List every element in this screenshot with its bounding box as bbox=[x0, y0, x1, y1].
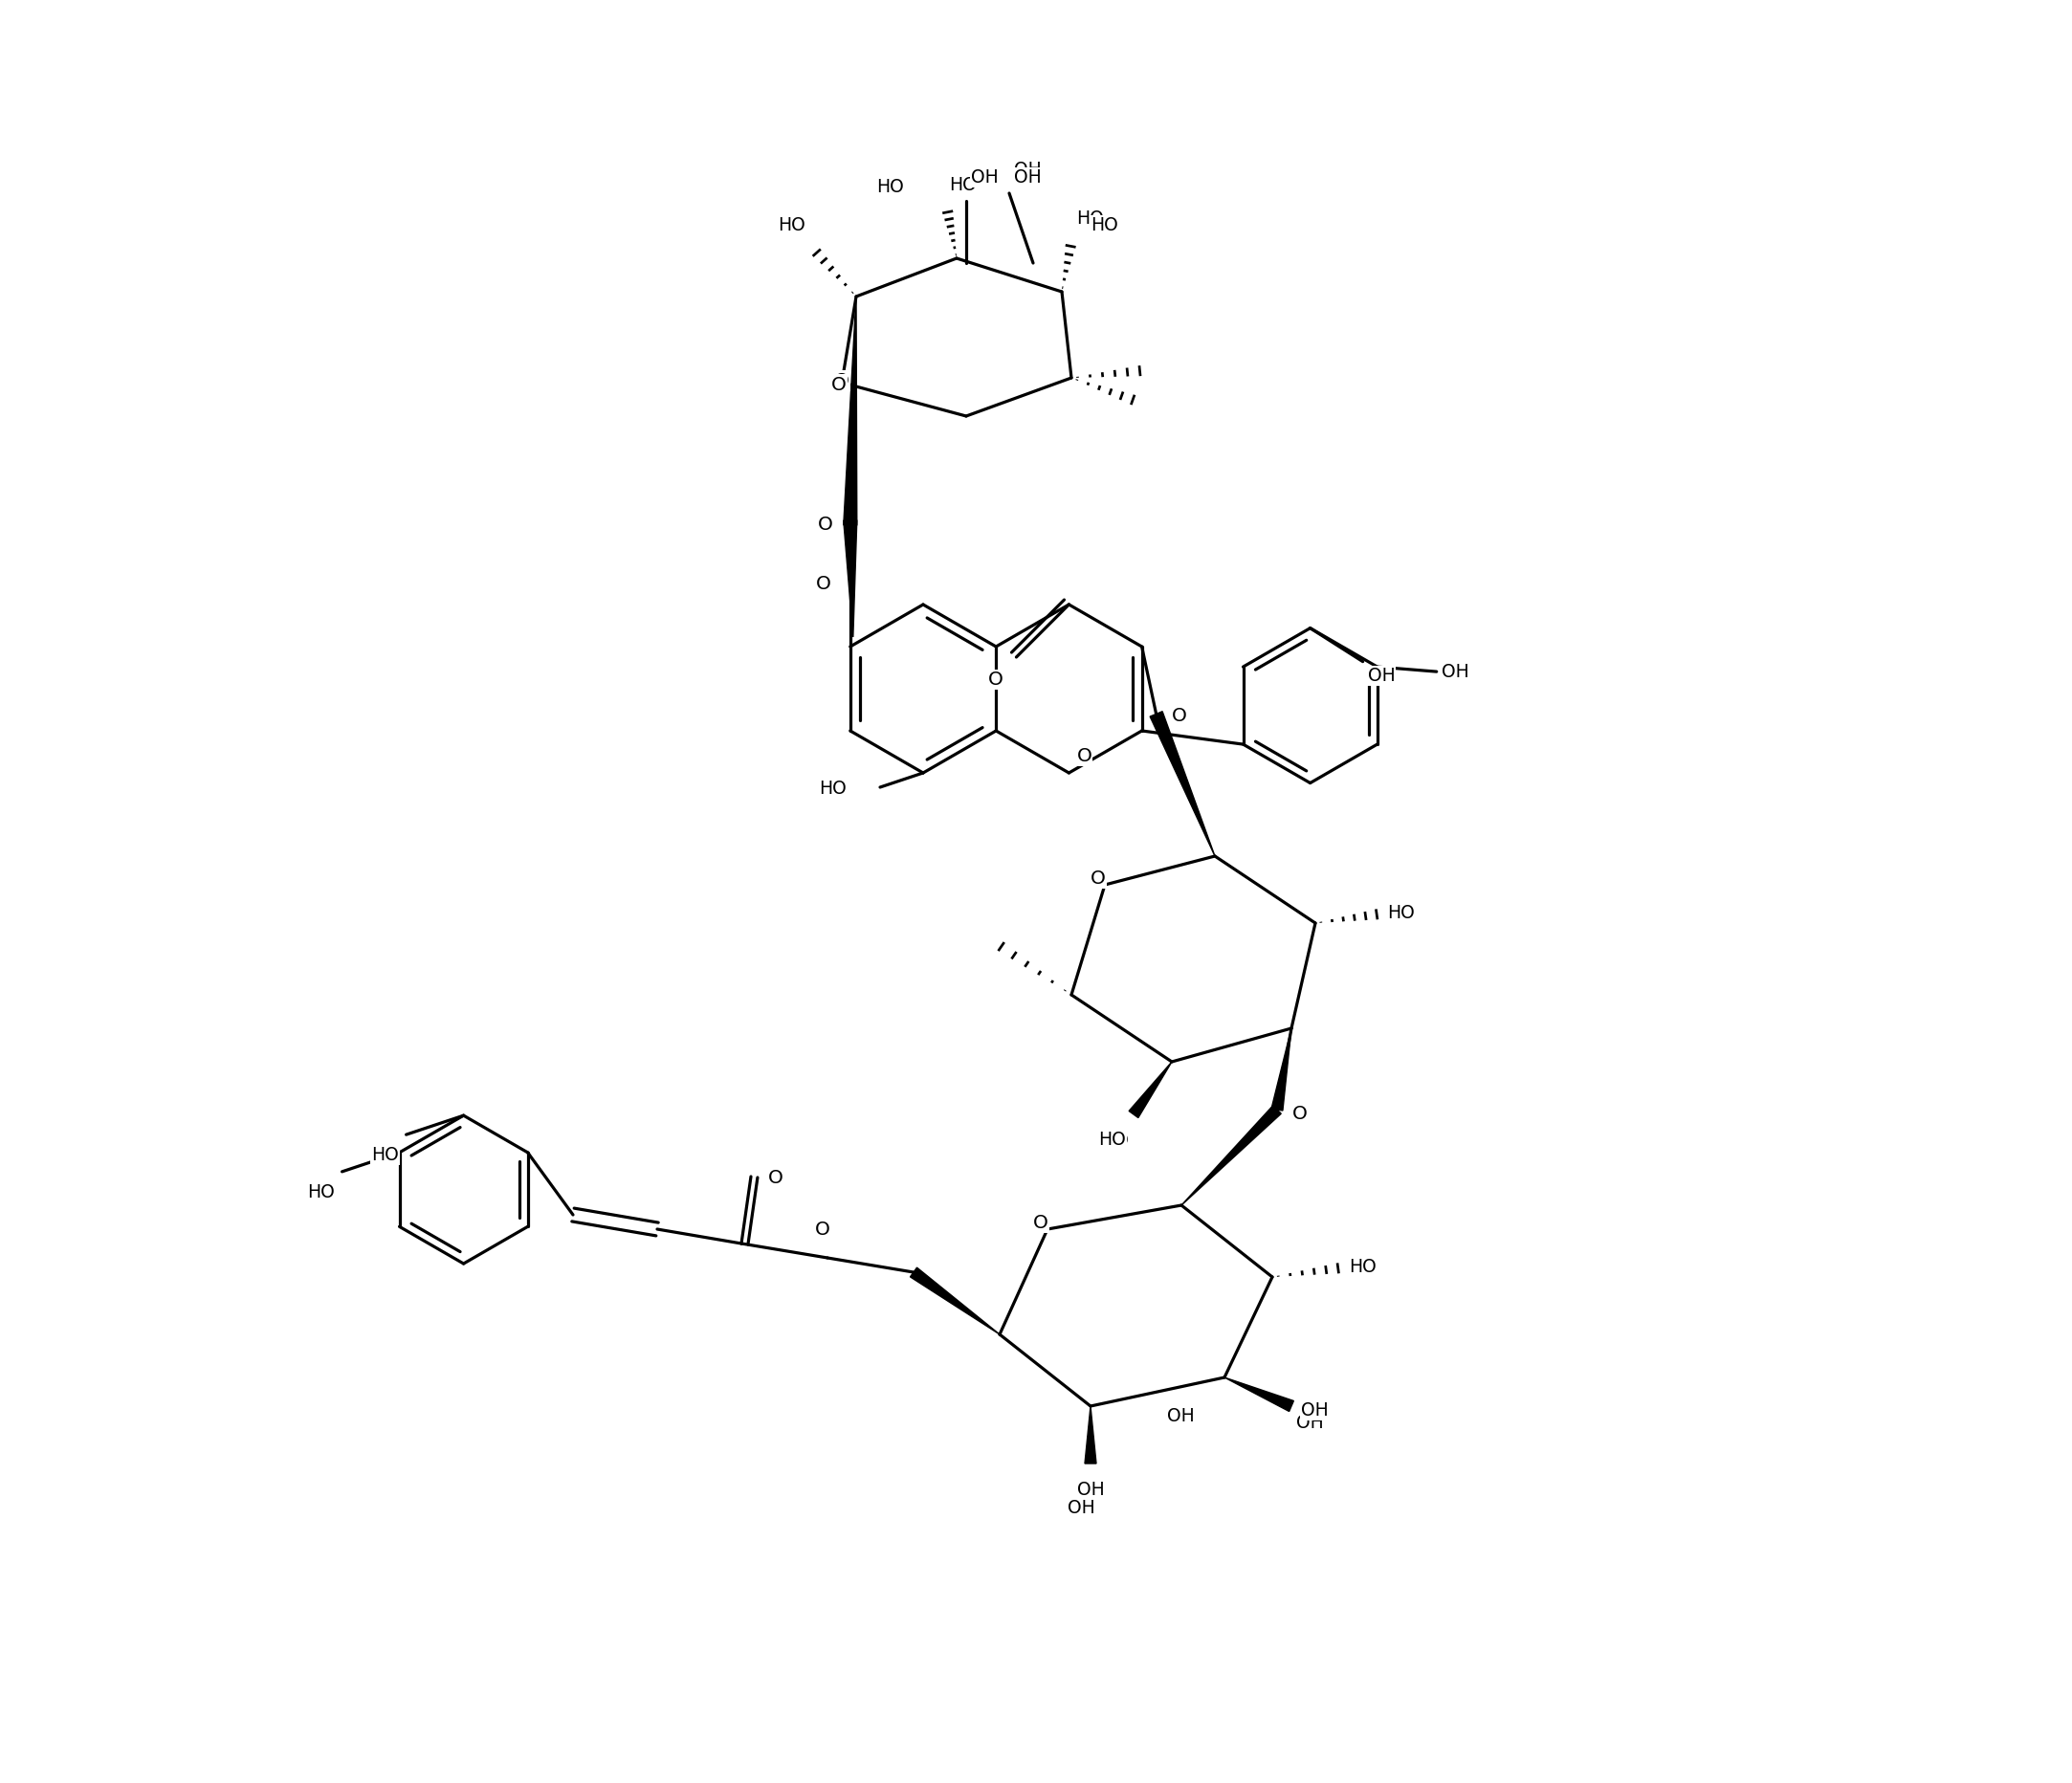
Text: HO: HO bbox=[1090, 216, 1119, 234]
Text: HO: HO bbox=[1102, 1132, 1129, 1150]
Text: HO: HO bbox=[1096, 1129, 1123, 1146]
Text: HO: HO bbox=[1098, 1130, 1125, 1148]
Text: HO: HO bbox=[777, 216, 806, 234]
Text: HO: HO bbox=[1349, 1259, 1376, 1277]
Text: HO: HO bbox=[1075, 209, 1104, 228]
Text: O: O bbox=[1090, 868, 1106, 888]
Text: O: O bbox=[818, 515, 833, 535]
Polygon shape bbox=[1272, 1029, 1291, 1111]
Text: HO: HO bbox=[307, 1184, 334, 1202]
Polygon shape bbox=[1129, 1061, 1173, 1118]
Text: O: O bbox=[814, 1221, 831, 1239]
Text: O: O bbox=[769, 1170, 783, 1187]
Text: OH: OH bbox=[1167, 1407, 1196, 1425]
Text: HO: HO bbox=[818, 781, 847, 799]
Text: O: O bbox=[1171, 706, 1187, 726]
Text: O: O bbox=[835, 371, 850, 390]
Text: O: O bbox=[1293, 1105, 1307, 1123]
Text: OH: OH bbox=[1442, 663, 1469, 681]
Polygon shape bbox=[1225, 1378, 1293, 1412]
Text: HO: HO bbox=[949, 177, 976, 194]
Text: OH: OH bbox=[972, 168, 999, 187]
Text: HO: HO bbox=[876, 178, 903, 196]
Text: O: O bbox=[831, 376, 847, 394]
Text: O: O bbox=[1034, 1214, 1048, 1232]
Polygon shape bbox=[1181, 1105, 1280, 1205]
Text: OH: OH bbox=[1067, 1500, 1094, 1517]
Text: O: O bbox=[816, 574, 831, 592]
Text: O: O bbox=[1077, 747, 1092, 765]
Polygon shape bbox=[910, 1268, 999, 1334]
Text: OH: OH bbox=[1301, 1401, 1328, 1419]
Polygon shape bbox=[843, 521, 858, 637]
Polygon shape bbox=[1150, 711, 1214, 856]
Text: HO: HO bbox=[371, 1146, 398, 1164]
Text: O: O bbox=[988, 670, 1003, 688]
Text: OH: OH bbox=[1077, 1480, 1104, 1500]
Text: OH: OH bbox=[1013, 160, 1042, 178]
Text: OH: OH bbox=[1297, 1414, 1324, 1432]
Text: HO: HO bbox=[1386, 904, 1415, 922]
Text: OH: OH bbox=[1368, 667, 1394, 685]
Polygon shape bbox=[1086, 1407, 1096, 1464]
Text: OH: OH bbox=[1013, 168, 1042, 187]
Polygon shape bbox=[843, 296, 858, 526]
